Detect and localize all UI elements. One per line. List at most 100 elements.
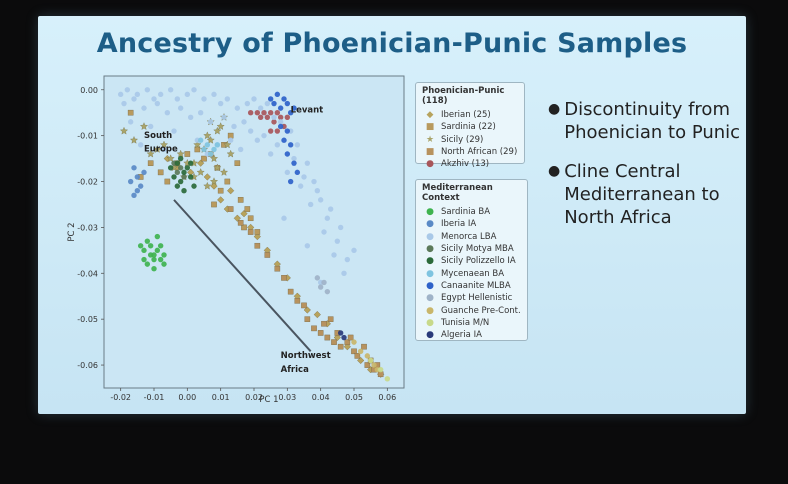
legend-item: ◆ Iberian (25): [422, 109, 518, 121]
data-point: [287, 288, 294, 295]
data-point: [237, 197, 244, 203]
data-point: [317, 330, 324, 336]
legend-marker-icon: ●: [426, 305, 434, 316]
data-point: [157, 243, 164, 249]
data-point: [334, 238, 341, 244]
legend-label: Mycenaean BA: [441, 268, 505, 279]
x-tick-label: 0.05: [345, 393, 363, 402]
data-point: [201, 155, 207, 162]
projected-slide: Ancestry of Phoenician-Punic Samples -0.…: [38, 16, 746, 414]
series-12: [314, 275, 331, 295]
data-point: [254, 229, 261, 235]
data-point: [171, 174, 177, 180]
legend-item: ■ Sardinia (22): [422, 121, 518, 133]
data-point: [197, 159, 205, 167]
data-point: [134, 174, 141, 180]
x-tick-label: 0.03: [278, 393, 296, 402]
legend-marker-icon: ●: [426, 268, 434, 279]
pca-scatter-chart: -0.02 -0.01 0.00 0.01 0.02 0.03 0.04 0.05 0.06 0.…: [67, 75, 405, 405]
data-point: [147, 160, 154, 166]
data-point: [187, 160, 194, 166]
data-point: [197, 110, 204, 116]
data-point: [287, 142, 294, 148]
legend-item: ● Akzhiv (13): [422, 158, 518, 170]
data-point: [337, 343, 344, 350]
x-tick-label: 0.06: [378, 393, 396, 402]
legend-item: ■ North African (29): [422, 146, 518, 158]
data-point: [313, 311, 321, 319]
legend-marker-icon: ■: [425, 147, 435, 158]
legend-item: ● Sicily Polizzello IA: [422, 255, 521, 267]
data-point: [284, 169, 291, 176]
data-point: [181, 188, 187, 194]
y-tick-label: 0.00: [80, 86, 98, 95]
data-point: [321, 320, 327, 327]
data-point: [267, 110, 274, 116]
data-point: [141, 256, 147, 263]
data-point: [213, 126, 222, 135]
bullet-list: ● Discontinuity from Phoenician to Punic…: [548, 98, 746, 245]
legend-label: Sardinia BA: [441, 207, 491, 218]
data-point: [337, 330, 344, 336]
data-point: [154, 247, 161, 254]
data-point: [284, 151, 291, 157]
legend-label: Algeria IA: [441, 330, 482, 341]
data-point: [264, 100, 271, 107]
data-point: [321, 279, 327, 286]
data-point: [131, 192, 137, 198]
bullet-item: ● Cline Central Mediterranean to North A…: [548, 160, 746, 229]
legend-item: ● Algeria IA: [422, 329, 521, 341]
legend-label: Sicily Polizzello IA: [441, 256, 516, 267]
legend-label: Sardinia (22): [441, 122, 496, 133]
y-tick-label: -0.04: [77, 269, 98, 278]
data-point: [264, 252, 271, 258]
data-point: [197, 137, 204, 143]
data-point: [274, 142, 281, 148]
data-point: [216, 122, 225, 130]
data-point: [351, 348, 357, 355]
data-point: [160, 140, 168, 149]
legend-marker-icon: ◆: [426, 110, 434, 121]
data-point: [307, 201, 314, 208]
data-point: [277, 119, 284, 125]
series-7: [117, 87, 357, 286]
region-label: Europe: [144, 145, 178, 155]
data-point: [174, 160, 181, 166]
data-point: [141, 169, 147, 176]
data-point: [301, 174, 307, 180]
data-point: [146, 149, 155, 158]
axes: -0.02 -0.01 0.00 0.01 0.02 0.03 0.04 0.05 0.06 0.…: [77, 86, 396, 402]
data-point: [210, 177, 218, 185]
plot-area: [103, 75, 405, 389]
data-point: [297, 183, 304, 189]
data-point: [171, 128, 177, 134]
data-point: [384, 376, 391, 382]
data-point: [127, 178, 134, 185]
data-point: [154, 233, 161, 240]
data-point: [261, 132, 267, 139]
data-point: [214, 142, 221, 148]
slide-title: Ancestry of Phoenician-Punic Samples: [96, 28, 688, 59]
data-point: [140, 122, 148, 130]
x-tick-label: 0.00: [178, 393, 196, 402]
data-point: [141, 247, 147, 254]
legend-marker-icon: ★: [425, 134, 435, 145]
y-tick-label: -0.01: [77, 132, 98, 141]
region-label: South: [144, 131, 172, 141]
legend-item: ● Iberia IA: [422, 218, 521, 230]
data-point: [187, 174, 194, 180]
data-point: [217, 196, 225, 204]
data-point: [301, 302, 307, 309]
data-point: [267, 96, 274, 102]
data-point: [274, 128, 281, 134]
legend-label: Sicily (29): [441, 134, 484, 145]
data-point: [130, 136, 138, 144]
data-point: [227, 132, 234, 139]
data-point: [331, 339, 337, 345]
data-point: [267, 151, 274, 157]
legend-label: Guanche Pre-Cont.: [441, 305, 521, 316]
data-point: [241, 224, 247, 231]
data-point: [324, 288, 331, 295]
data-point: [357, 356, 365, 365]
data-point: [367, 357, 374, 364]
